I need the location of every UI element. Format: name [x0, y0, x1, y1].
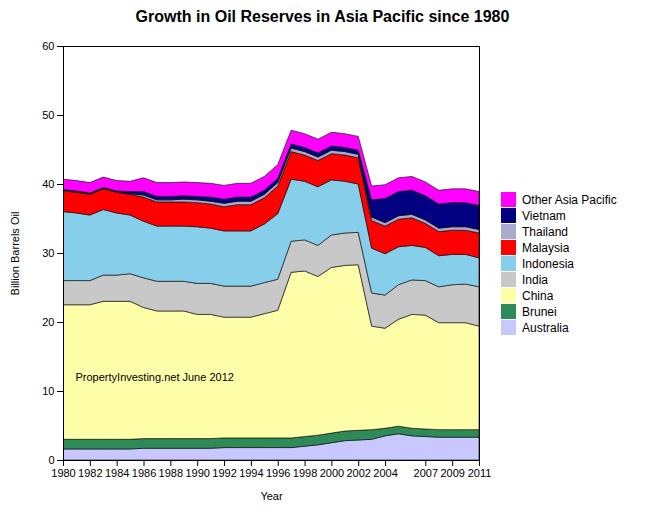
- html-text:India: India: [522, 272, 548, 287]
- svg-text:20: 20: [42, 316, 54, 328]
- html-text:Vietnam: Vietnam: [522, 208, 566, 223]
- html-text:Growth in Oil Reserves in Asia: Growth in Oil Reserves in Asia Pacific s…: [135, 8, 510, 25]
- html-text:Brunei: Brunei: [522, 304, 557, 319]
- svg-text:0: 0: [48, 454, 54, 466]
- svg-text:1984: 1984: [105, 467, 129, 479]
- svg-text:1980: 1980: [51, 467, 75, 479]
- svg-text:2009: 2009: [440, 467, 464, 479]
- html-text:Malaysia: Malaysia: [522, 240, 570, 255]
- svg-text:1992: 1992: [212, 467, 236, 479]
- svg-text:50: 50: [42, 109, 54, 121]
- html-text:China: China: [522, 288, 554, 303]
- svg-text:PropertyInvesting.net June 201: PropertyInvesting.net June 2012: [76, 371, 234, 383]
- html-text:Australia: Australia: [522, 320, 569, 335]
- svg-text:2000: 2000: [320, 467, 344, 479]
- svg-text:2011: 2011: [468, 467, 492, 479]
- svg-text:40: 40: [42, 178, 54, 190]
- svg-text:1988: 1988: [159, 467, 183, 479]
- html-text:Indonesia: Indonesia: [522, 256, 574, 271]
- svg-text:2007: 2007: [414, 467, 438, 479]
- svg-text:1990: 1990: [185, 467, 209, 479]
- svg-text:60: 60: [42, 40, 54, 52]
- svg-text:Year: Year: [260, 490, 283, 502]
- svg-text:2002: 2002: [346, 467, 370, 479]
- svg-text:1994: 1994: [239, 467, 263, 479]
- html-text:Thailand: Thailand: [522, 224, 568, 239]
- svg-text:30: 30: [42, 247, 54, 259]
- html-text:Other Asia Pacific: Other Asia Pacific: [522, 192, 617, 207]
- svg-text:2004: 2004: [373, 467, 397, 479]
- svg-text:1982: 1982: [78, 467, 102, 479]
- svg-text:Billion Barrels Oil: Billion Barrels Oil: [9, 212, 21, 296]
- svg-text:1996: 1996: [266, 467, 290, 479]
- svg-text:10: 10: [42, 385, 54, 397]
- svg-text:1998: 1998: [293, 467, 317, 479]
- svg-text:1986: 1986: [132, 467, 156, 479]
